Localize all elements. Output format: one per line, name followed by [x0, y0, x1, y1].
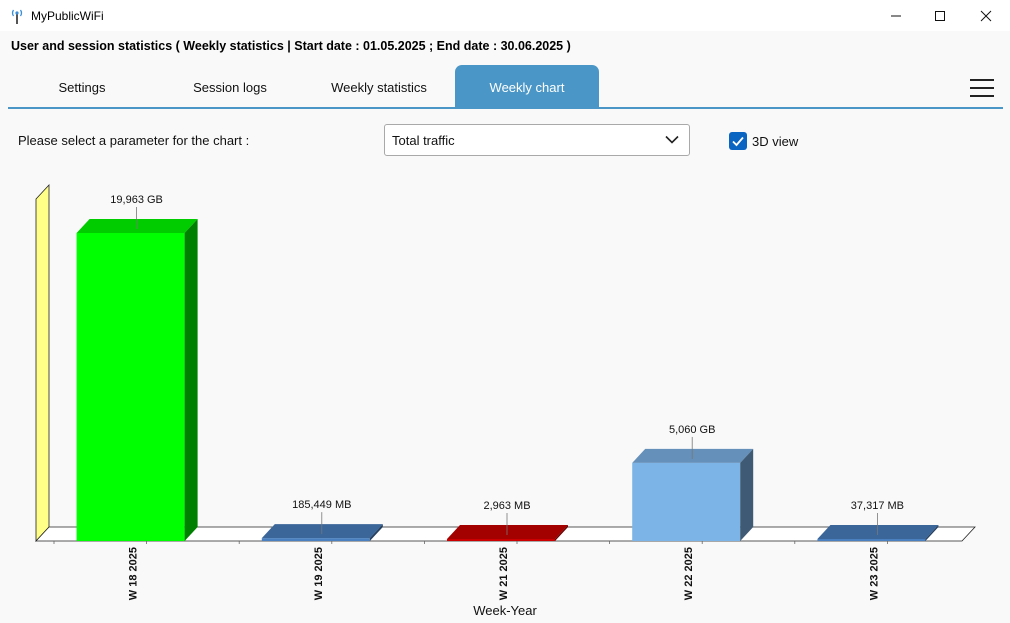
x-tick-label: W 23 2025: [868, 547, 880, 600]
minimize-icon: [891, 15, 901, 16]
wifi-antenna-icon: [11, 9, 23, 24]
bar-front: [76, 233, 185, 541]
x-axis-title: Week-Year: [473, 603, 537, 618]
minimize-button[interactable]: [873, 0, 919, 31]
hamburger-menu-icon[interactable]: [970, 79, 994, 97]
view3d-label: 3D view: [752, 134, 799, 149]
main-panel: User and session statistics ( Weekly sta…: [0, 31, 1010, 623]
chart-side-wall: [35, 183, 50, 543]
bar-side: [740, 448, 754, 541]
tab-underline: [8, 107, 1003, 109]
bar-front: [817, 539, 926, 541]
bar-top: [632, 448, 754, 463]
weekly-chart: 19,963 GB W 18 2025 185,449 MB W 19 2025 2,9…: [35, 183, 976, 618]
x-tick-label: W 22 2025: [683, 547, 695, 600]
x-tick-label: W 19 2025: [313, 547, 325, 600]
bar-top: [76, 219, 198, 233]
close-icon: [980, 10, 992, 21]
tab-weekly-statistics[interactable]: Weekly statistics: [331, 79, 427, 95]
data-label: 2,963 MB: [483, 500, 530, 512]
data-label: 19,963 GB: [110, 194, 163, 206]
bar-side: [184, 219, 198, 541]
data-label: 185,449 MB: [292, 499, 351, 511]
tab-weekly-chart[interactable]: Weekly chart: [455, 65, 599, 107]
parameter-label: Please select a parameter for the chart …: [18, 133, 250, 148]
bar-front: [632, 462, 741, 541]
bar-side: [555, 525, 568, 541]
bar-top: [447, 525, 568, 539]
bar-top: [817, 525, 939, 539]
bar-top: [261, 524, 383, 539]
window-title: MyPublicWiFi: [31, 9, 104, 23]
x-tick-label: W 21 2025: [498, 547, 510, 600]
bar-front: [447, 539, 555, 541]
page-title: User and session statistics ( Weekly sta…: [11, 39, 571, 53]
x-tick-label: W 18 2025: [128, 547, 140, 600]
checkmark-icon: [732, 136, 744, 147]
bar-front: [261, 538, 370, 541]
view3d-checkbox[interactable]: [729, 132, 747, 150]
data-label: 37,317 MB: [851, 500, 904, 512]
tab-settings[interactable]: Settings: [58, 79, 106, 95]
data-label: 5,060 GB: [669, 424, 715, 436]
tab-bar: Settings Session logs Weekly statistics …: [8, 65, 1004, 107]
bar-side: [925, 525, 939, 541]
close-button[interactable]: [963, 0, 1009, 31]
maximize-icon: [935, 10, 945, 21]
bar-side: [369, 524, 383, 541]
tab-session-logs[interactable]: Session logs: [193, 79, 267, 95]
parameter-select-value: Total traffic: [392, 133, 455, 148]
title-bar: MyPublicWiFi: [0, 0, 1010, 31]
parameter-select[interactable]: Total traffic: [384, 124, 690, 156]
chevron-down-icon: [665, 135, 679, 144]
maximize-button[interactable]: [917, 0, 963, 31]
